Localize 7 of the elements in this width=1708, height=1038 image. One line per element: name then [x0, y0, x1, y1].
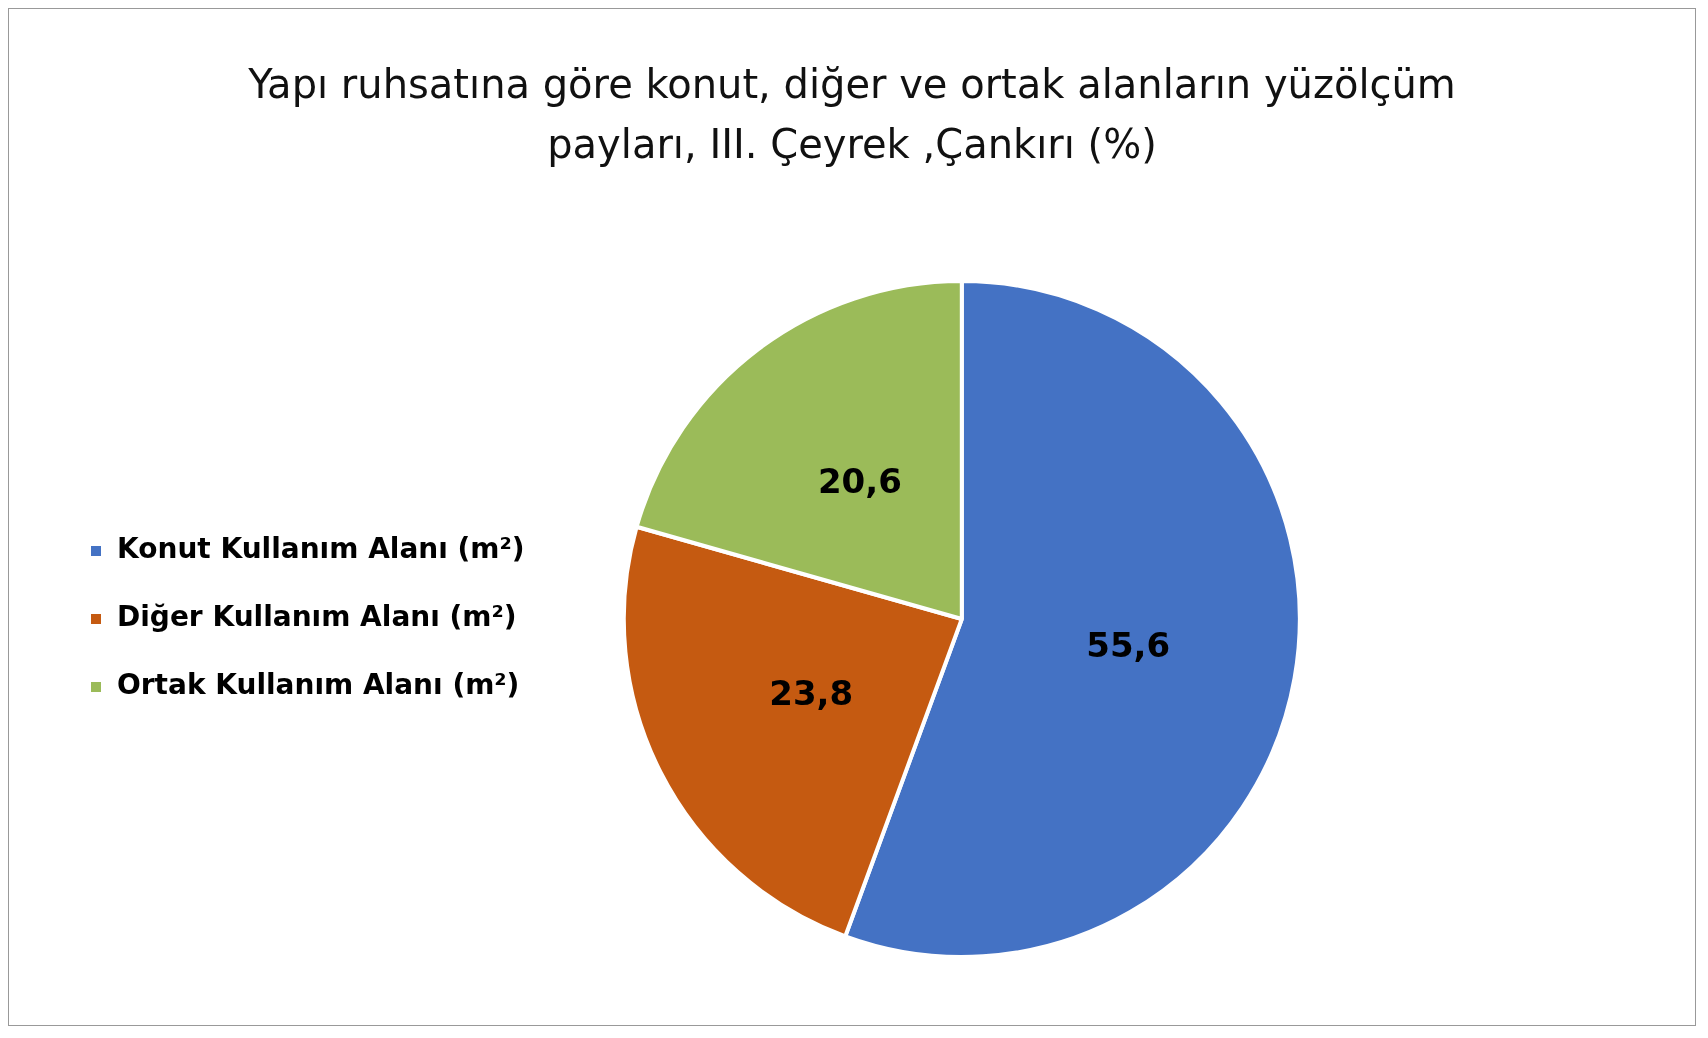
data-label: 23,8 — [769, 672, 854, 713]
legend-label: Ortak Kullanım Alanı (m²) — [117, 668, 520, 702]
legend-label: Konut Kullanım Alanı (m²) — [117, 532, 525, 566]
data-label: 20,6 — [817, 461, 902, 501]
chart-title: Yapı ruhsatına göre konut, diğer ve ortak alanların yüzölçüm payları, III. Çeyrek ,Çankırı (%) — [247, 60, 1457, 169]
data-label: 55,6 — [1086, 625, 1171, 666]
legend-label: Diğer Kullanım Alanı (m²) — [117, 600, 517, 634]
